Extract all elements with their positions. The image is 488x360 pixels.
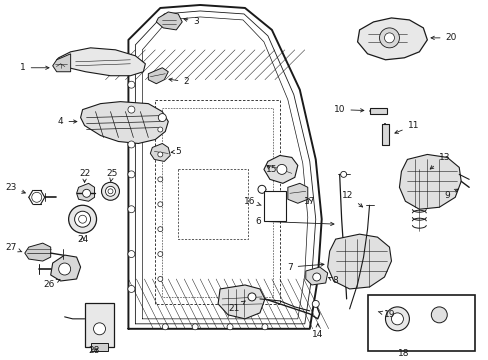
Circle shape — [128, 206, 135, 213]
Polygon shape — [150, 144, 170, 161]
Circle shape — [430, 307, 447, 323]
Text: 18: 18 — [397, 349, 408, 358]
Text: 17: 17 — [304, 197, 315, 206]
Circle shape — [82, 189, 90, 197]
Circle shape — [276, 165, 286, 174]
Circle shape — [379, 28, 399, 48]
Polygon shape — [81, 102, 168, 144]
Polygon shape — [287, 183, 307, 203]
Text: 5: 5 — [171, 147, 181, 156]
Circle shape — [158, 177, 163, 182]
Polygon shape — [25, 243, 51, 261]
Text: 21: 21 — [228, 301, 244, 314]
Text: 23: 23 — [5, 183, 25, 193]
Polygon shape — [77, 183, 94, 201]
Polygon shape — [148, 68, 168, 84]
Circle shape — [105, 186, 115, 196]
Circle shape — [247, 293, 255, 301]
Circle shape — [192, 324, 198, 330]
Circle shape — [128, 171, 135, 178]
Text: 13: 13 — [429, 153, 449, 169]
Bar — [381, 123, 388, 145]
Circle shape — [262, 324, 267, 330]
Circle shape — [79, 215, 86, 223]
Polygon shape — [264, 156, 297, 183]
Bar — [264, 191, 285, 221]
Polygon shape — [438, 309, 462, 325]
Circle shape — [68, 205, 96, 233]
Circle shape — [384, 33, 394, 43]
Circle shape — [158, 202, 163, 207]
Bar — [367, 295, 474, 351]
Circle shape — [128, 81, 135, 88]
Text: 4: 4 — [58, 117, 77, 126]
Text: 20: 20 — [430, 33, 456, 42]
Polygon shape — [399, 154, 460, 209]
Circle shape — [158, 152, 163, 157]
Text: 26: 26 — [43, 279, 60, 289]
Text: 9: 9 — [444, 189, 457, 200]
Text: 6: 6 — [255, 217, 333, 226]
Text: 8: 8 — [328, 276, 338, 285]
Circle shape — [158, 114, 166, 122]
Text: 16: 16 — [244, 197, 261, 206]
Polygon shape — [305, 267, 327, 285]
Text: 14: 14 — [311, 324, 323, 339]
Text: 12: 12 — [341, 191, 362, 207]
Circle shape — [312, 300, 319, 307]
Circle shape — [158, 276, 163, 282]
Polygon shape — [53, 54, 70, 72]
Circle shape — [158, 252, 163, 257]
Circle shape — [108, 189, 113, 194]
Circle shape — [162, 324, 168, 330]
Text: 15: 15 — [265, 165, 277, 174]
Circle shape — [158, 127, 163, 132]
Circle shape — [128, 251, 135, 257]
Text: 11: 11 — [394, 121, 418, 134]
Circle shape — [128, 285, 135, 292]
Polygon shape — [57, 48, 145, 76]
Circle shape — [385, 307, 408, 331]
Circle shape — [312, 273, 320, 281]
Text: 2: 2 — [169, 77, 189, 86]
Text: 22: 22 — [79, 169, 90, 183]
Circle shape — [226, 324, 233, 330]
Circle shape — [128, 141, 135, 148]
Text: 3: 3 — [183, 17, 199, 26]
Bar — [369, 108, 386, 114]
Circle shape — [258, 185, 265, 193]
Text: 10: 10 — [333, 105, 363, 114]
Circle shape — [158, 227, 163, 232]
Circle shape — [93, 323, 105, 335]
Text: 1: 1 — [20, 63, 49, 72]
Text: 28: 28 — [89, 346, 100, 355]
Circle shape — [59, 263, 70, 275]
Polygon shape — [327, 234, 391, 289]
Circle shape — [75, 211, 90, 227]
Text: 25: 25 — [106, 169, 118, 181]
Text: 24: 24 — [77, 235, 88, 244]
Circle shape — [32, 192, 41, 202]
Polygon shape — [51, 255, 81, 281]
Text: 19: 19 — [378, 310, 394, 319]
Circle shape — [340, 171, 346, 177]
Circle shape — [128, 106, 135, 113]
Bar — [84, 303, 114, 347]
Polygon shape — [156, 12, 182, 30]
Text: 7: 7 — [286, 262, 324, 271]
Circle shape — [391, 313, 403, 325]
Circle shape — [102, 182, 119, 200]
Polygon shape — [357, 18, 427, 60]
Polygon shape — [218, 285, 264, 319]
Bar — [90, 343, 108, 351]
Text: 27: 27 — [5, 243, 22, 252]
